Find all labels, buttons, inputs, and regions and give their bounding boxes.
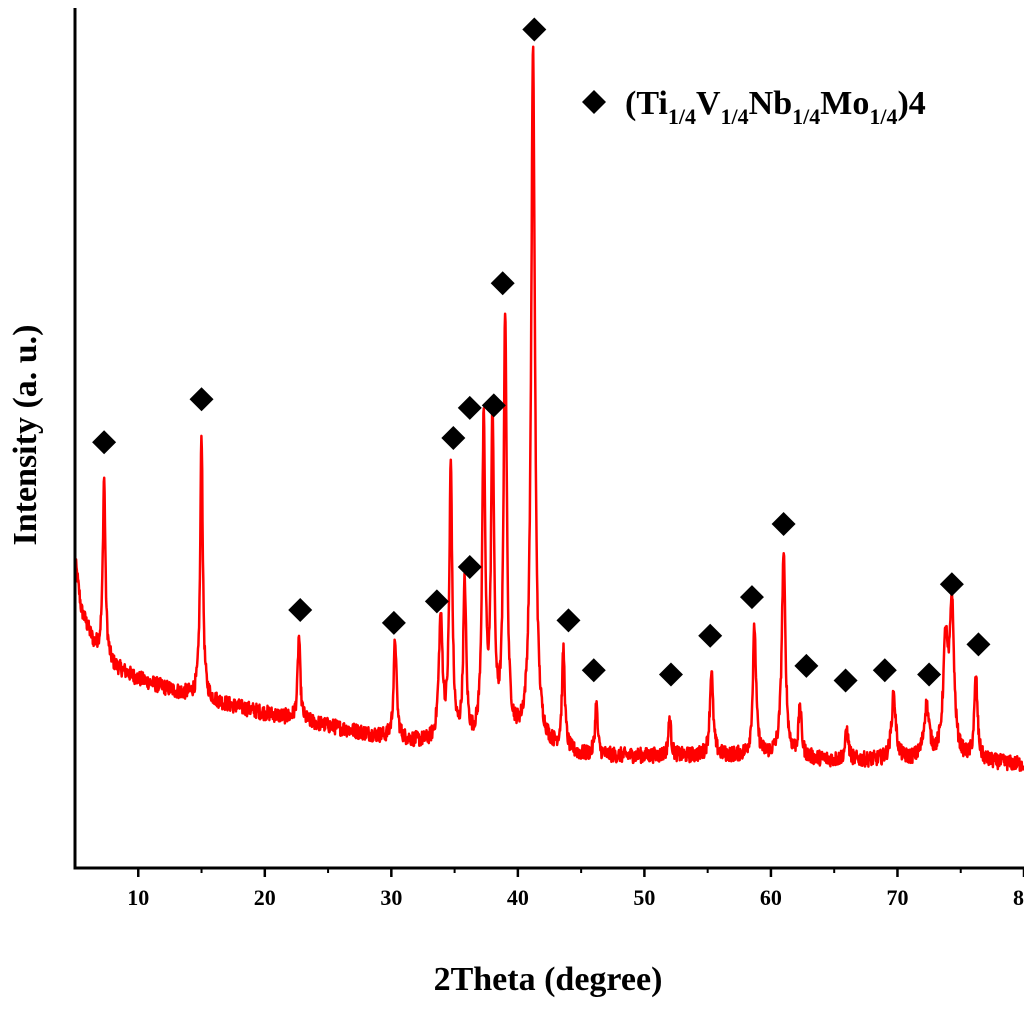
legend-subscript: 1/4 [869,104,897,129]
peak-diamond-marker [457,555,482,579]
peak-diamond-marker [556,608,581,633]
legend-text-part: V [696,85,721,122]
x-tick-label: 40 [507,885,529,910]
x-tick-label: 80 [1013,885,1024,910]
peak-diamond-marker [441,426,466,450]
x-tick-label: 50 [633,885,655,910]
peak-diamond-marker [457,395,482,420]
x-tick-label: 10 [127,885,149,910]
legend-text-part: )4 [897,85,925,122]
peak-diamond-marker [424,589,449,614]
peak-diamond-marker [189,387,214,412]
legend-diamond-icon [582,90,606,114]
peak-diamond-marker [872,658,897,683]
peak-diamond-marker [490,271,515,296]
legend-text-part: (Ti [625,85,668,122]
peak-diamond-marker [739,585,764,610]
peak-diamond-marker [771,512,796,536]
peak-diamond-marker [288,598,313,622]
legend-subscript: 1/4 [668,104,696,129]
legend-text-part: Mo [820,85,869,122]
x-tick-label: 30 [380,885,402,910]
peak-diamond-marker [658,662,683,687]
peak-diamond-marker [481,393,506,418]
y-axis-title: Intensity (a. u.) [7,324,44,545]
peak-diamond-marker [522,17,547,42]
legend: (Ti1/4V1/4Nb1/4Mo1/4)4 [582,85,926,129]
xrd-series-line [73,45,1024,772]
legend-label: (Ti1/4V1/4Nb1/4Mo1/4)4 [625,85,926,129]
legend-subscript: 1/4 [721,104,749,129]
x-tick-label: 60 [760,885,782,910]
x-tick-label: 70 [886,885,908,910]
peak-diamond-marker [581,658,606,683]
peak-diamond-marker [794,653,819,678]
plot-area [73,45,1024,772]
legend-text-part: Nb [749,85,792,122]
x-axis-title: 2Theta (degree) [434,961,663,998]
x-tick-label: 20 [254,885,276,910]
peak-diamond-marker [833,668,858,693]
peak-diamond-marker [698,623,723,648]
x-axis-ticks: 10 20 30 40 50 60 70 80 [127,868,1024,910]
peak-diamond-marker [917,662,942,687]
peak-diamond-marker [966,632,991,657]
legend-subscript: 1/4 [792,104,820,129]
peak-markers [92,17,991,693]
axes [73,8,1024,870]
peak-diamond-marker [381,610,406,635]
peak-diamond-marker [939,572,964,597]
peak-diamond-marker [92,430,117,455]
